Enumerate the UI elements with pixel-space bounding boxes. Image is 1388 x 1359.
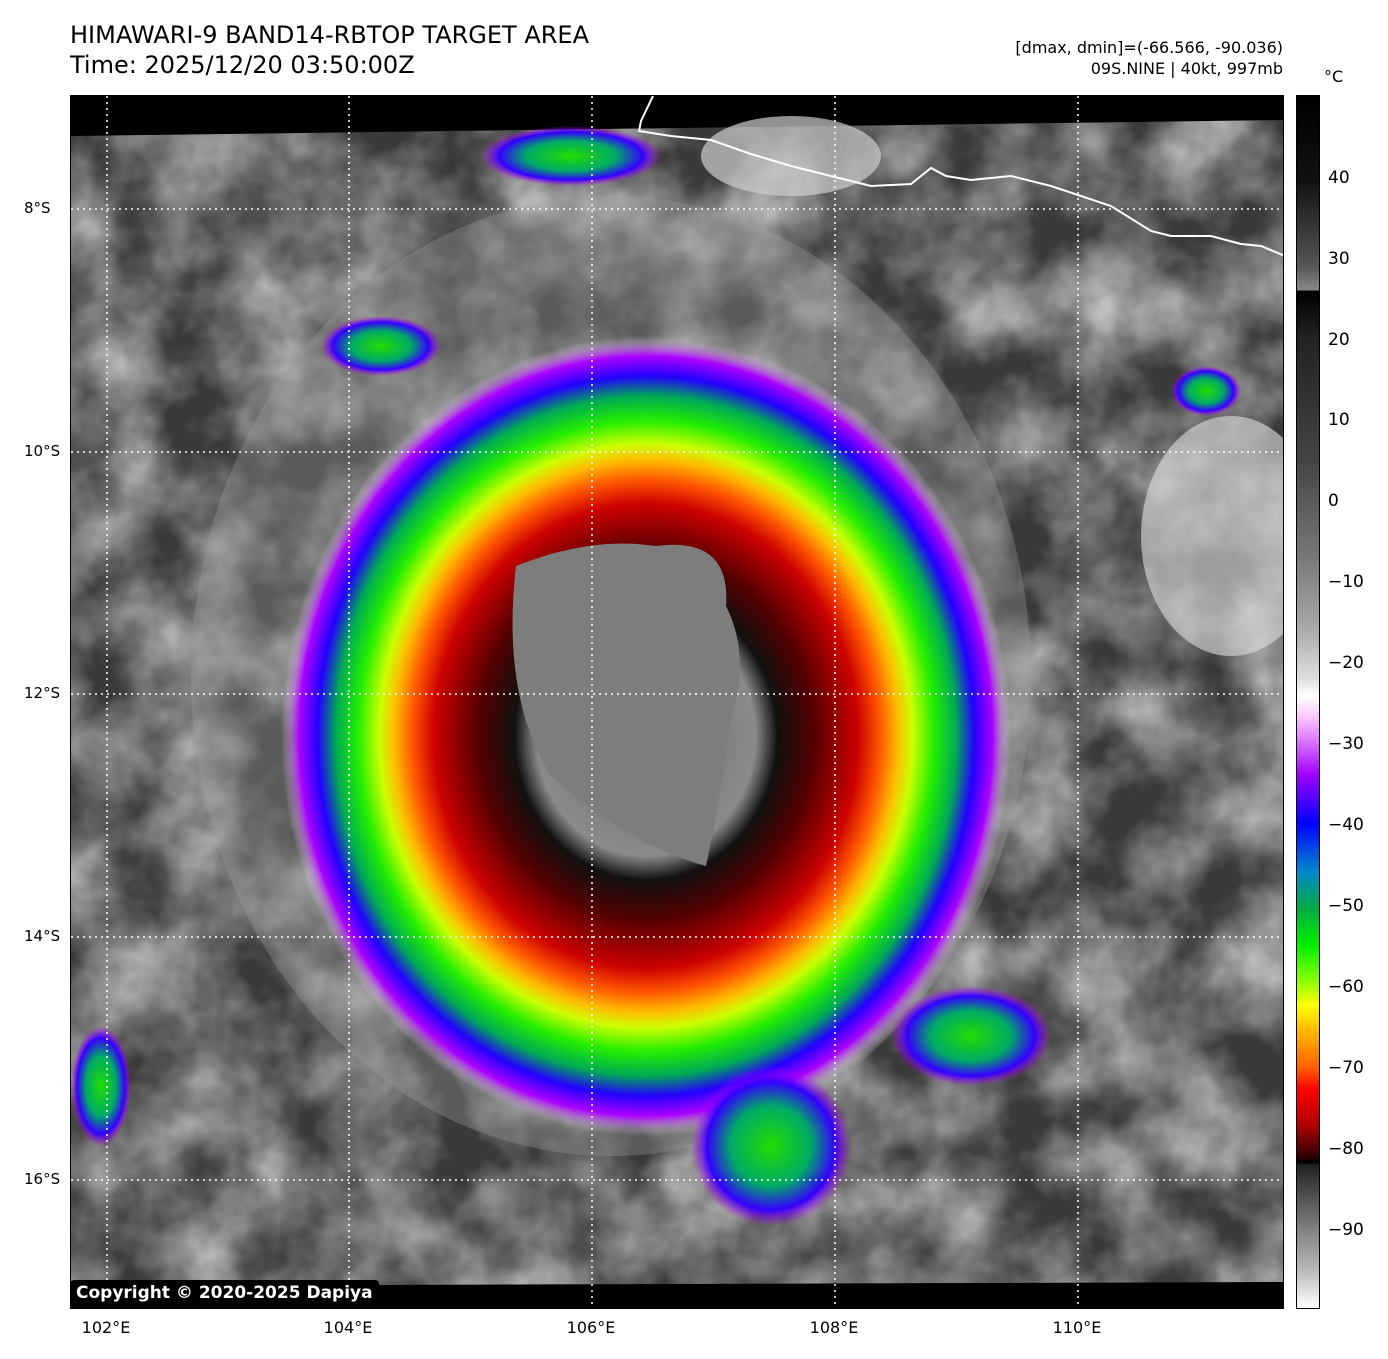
- colorbar-tick: −10: [1328, 572, 1364, 592]
- lon-tick-104: 104°E: [323, 1318, 373, 1337]
- convection-west: [71, 1026, 131, 1146]
- convection-south: [691, 1066, 851, 1226]
- meta-dmax-dmin: [dmax, dmin]=(-66.566, -90.036): [1015, 38, 1283, 57]
- colorbar-tick: −70: [1328, 1058, 1364, 1078]
- lon-tick-110: 110°E: [1052, 1318, 1102, 1337]
- colorbar-tick: −50: [1328, 896, 1364, 916]
- no-data-region: [71, 96, 1283, 136]
- colorbar-tick: 0: [1328, 491, 1339, 511]
- cloud-cluster-north: [701, 116, 881, 196]
- convection-northwest: [321, 316, 441, 376]
- lat-tick-10s: 10°S: [24, 442, 61, 460]
- graticule: [71, 96, 1283, 1308]
- map-title: HIMAWARI-9 BAND14-RBTOP TARGET AREA Time…: [70, 20, 589, 80]
- lat-tick-14s: 14°S: [24, 927, 61, 945]
- colorbar-tick: 40: [1328, 168, 1350, 188]
- cloud-cluster-east: [1141, 416, 1283, 656]
- lat-tick-12s: 12°S: [24, 684, 61, 702]
- colorbar-unit: °C: [1324, 67, 1344, 86]
- satellite-svg: [71, 96, 1283, 1308]
- lon-tick-108: 108°E: [809, 1318, 859, 1337]
- title-line-1: HIMAWARI-9 BAND14-RBTOP TARGET AREA: [70, 21, 590, 49]
- temperature-colorbar: [1296, 95, 1320, 1309]
- colorbar-tick: −90: [1328, 1220, 1364, 1240]
- satellite-image: [70, 95, 1284, 1309]
- title-line-2: Time: 2025/12/20 03:50:00Z: [70, 51, 415, 79]
- colorbar-tick: −40: [1328, 815, 1364, 835]
- storm-meta: [dmax, dmin]=(-66.566, -90.036) 09S.NINE…: [1015, 37, 1283, 79]
- lon-tick-102: 102°E: [81, 1318, 131, 1337]
- copyright-badge: Copyright © 2020-2025 Dapiya: [70, 1280, 379, 1306]
- colorbar-tick: −60: [1328, 977, 1364, 997]
- colorbar-tick: 20: [1328, 330, 1350, 350]
- colorbar-tick: −30: [1328, 734, 1364, 754]
- lon-tick-106: 106°E: [566, 1318, 616, 1337]
- convection-east: [1171, 366, 1241, 416]
- lat-tick-8s: 8°S: [24, 199, 51, 217]
- lat-tick-16s: 16°S: [24, 1170, 61, 1188]
- meta-storm-info: 09S.NINE | 40kt, 997mb: [1090, 59, 1283, 78]
- colorbar-tick: −20: [1328, 653, 1364, 673]
- colorbar-tick: 30: [1328, 249, 1350, 269]
- colorbar-tick: −80: [1328, 1139, 1364, 1159]
- colorbar-tick: 10: [1328, 410, 1350, 430]
- java-coastline: [637, 96, 1283, 257]
- storm-center: [512, 543, 740, 866]
- convection-north: [481, 126, 661, 186]
- convection-southeast: [891, 986, 1051, 1086]
